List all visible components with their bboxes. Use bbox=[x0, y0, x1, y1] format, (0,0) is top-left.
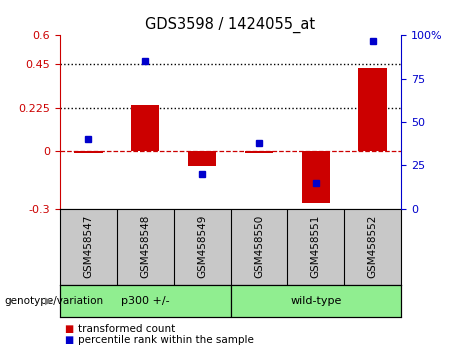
Text: GSM458552: GSM458552 bbox=[367, 215, 378, 278]
Text: ■: ■ bbox=[65, 335, 74, 345]
Text: transformed count: transformed count bbox=[78, 324, 176, 334]
Bar bbox=[230, 285, 401, 317]
Bar bbox=[301, 151, 330, 203]
Text: GSM458548: GSM458548 bbox=[140, 215, 150, 278]
Text: genotype/variation: genotype/variation bbox=[5, 296, 104, 306]
Text: p300 +/-: p300 +/- bbox=[121, 296, 170, 306]
Bar bbox=[60, 285, 230, 317]
Bar bbox=[188, 151, 216, 166]
Text: GSM458549: GSM458549 bbox=[197, 215, 207, 278]
Bar bbox=[74, 151, 102, 153]
Text: GSM458551: GSM458551 bbox=[311, 215, 321, 278]
Bar bbox=[245, 151, 273, 153]
Bar bbox=[131, 105, 160, 151]
Text: GSM458547: GSM458547 bbox=[83, 215, 94, 278]
Text: percentile rank within the sample: percentile rank within the sample bbox=[78, 335, 254, 345]
Text: GSM458550: GSM458550 bbox=[254, 215, 264, 278]
Title: GDS3598 / 1424055_at: GDS3598 / 1424055_at bbox=[145, 16, 316, 33]
Text: ■: ■ bbox=[65, 324, 74, 334]
Bar bbox=[358, 68, 387, 151]
Text: wild-type: wild-type bbox=[290, 296, 342, 306]
Text: ▶: ▶ bbox=[45, 296, 52, 306]
